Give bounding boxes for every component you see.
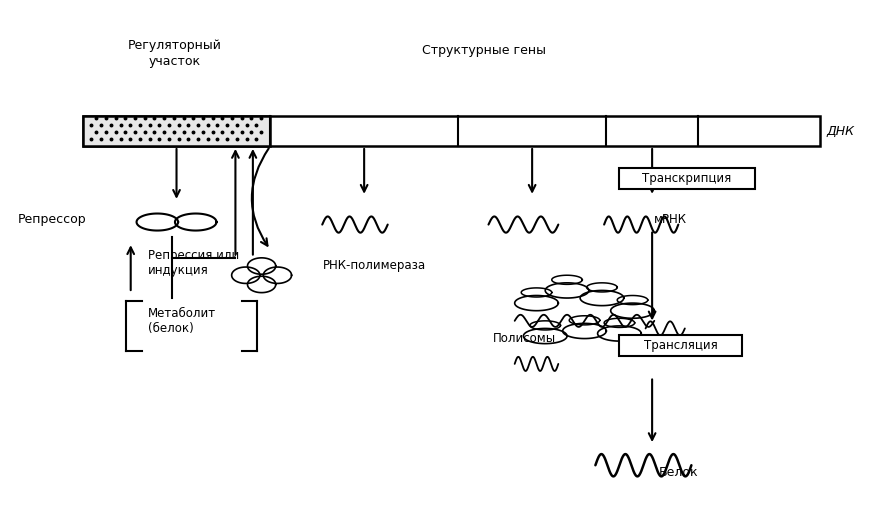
Bar	[83, 116, 270, 146]
Text: Транскрипция: Транскрипция	[642, 172, 731, 185]
Text: Регуляторный
участок: Регуляторный участок	[128, 40, 221, 67]
Text: Репрессор: Репрессор	[18, 213, 85, 226]
Text: РНК-полимераза: РНК-полимераза	[322, 259, 426, 271]
Bar	[83, 116, 270, 146]
Bar	[619, 335, 742, 356]
Text: мРНК: мРНК	[655, 213, 687, 226]
Text: Белок: Белок	[659, 467, 699, 479]
Bar	[83, 116, 820, 146]
Text: Метаболит
(белок): Метаболит (белок)	[148, 307, 216, 335]
Text: ДНК: ДНК	[826, 125, 855, 139]
Text: Репрессия или
индукция: Репрессия или индукция	[148, 249, 240, 277]
Text: Структурные гены: Структурные гены	[422, 44, 546, 57]
Text: Трансляция: Трансляция	[644, 339, 717, 352]
Text: Полисомы: Полисомы	[492, 332, 556, 345]
Bar	[619, 168, 755, 189]
